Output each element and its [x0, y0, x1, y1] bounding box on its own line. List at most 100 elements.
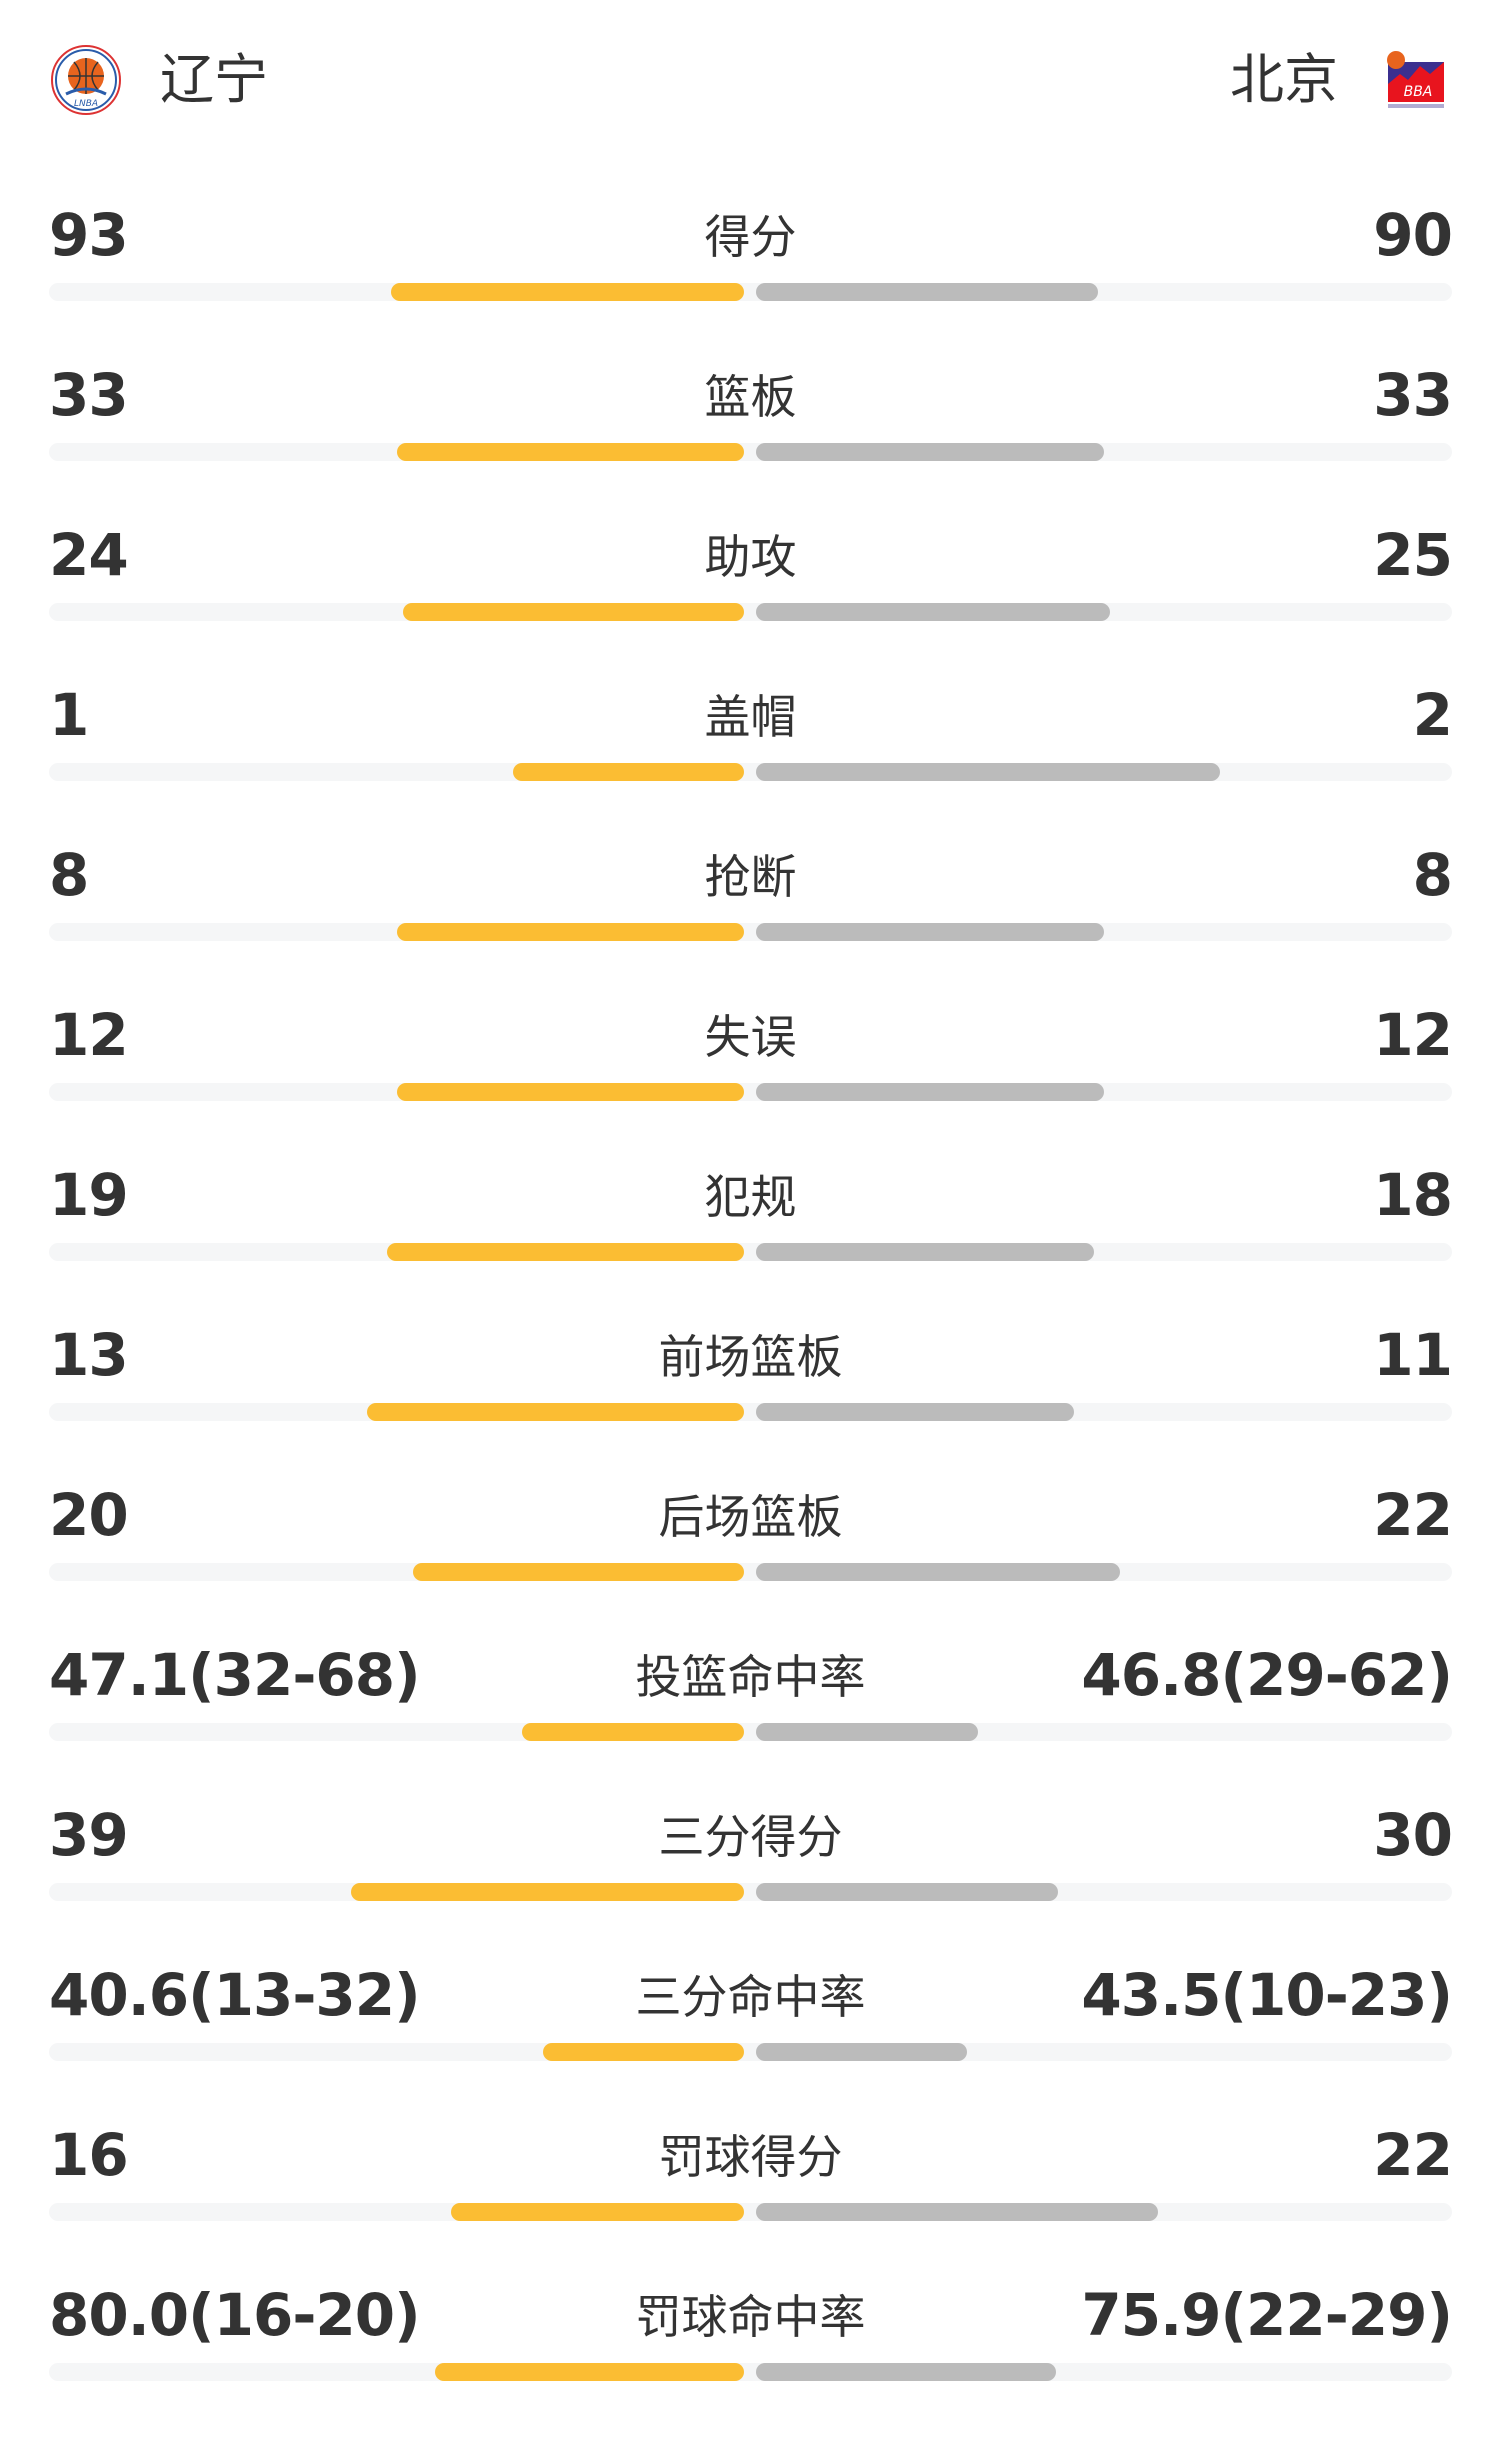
home-stat-bar	[435, 2363, 744, 2381]
stat-row: 1 盖帽 2	[49, 680, 1453, 840]
stat-label: 得分	[704, 210, 797, 264]
home-stat-bar	[512, 763, 744, 781]
home-value: 1	[49, 681, 89, 749]
away-stat-bar	[756, 923, 1104, 941]
home-stat-bar	[396, 923, 744, 941]
team-header: LNBA 辽宁 北京 BBA	[0, 0, 1500, 160]
stat-label: 盖帽	[704, 690, 797, 744]
home-stat-bar	[351, 1883, 744, 1901]
stat-label: 篮板	[704, 370, 797, 424]
home-value: 16	[49, 2121, 129, 2189]
away-stat-bar	[756, 1403, 1075, 1421]
home-value: 12	[49, 1001, 129, 1069]
away-stat-bar	[756, 1563, 1121, 1581]
home-stat-bar	[403, 603, 744, 621]
stat-row: 24 助攻 25	[49, 520, 1453, 680]
away-stat-bar	[756, 2043, 967, 2061]
stat-row: 47.1(32-68) 投篮命中率 46.8(29-62)	[49, 1640, 1453, 1800]
away-stat-bar	[756, 2203, 1159, 2221]
away-value: 8	[1412, 841, 1453, 909]
away-value: 90	[1373, 201, 1453, 269]
stat-row: 12 失误 12	[49, 1000, 1453, 1160]
svg-text:BBA: BBA	[1404, 84, 1433, 100]
stat-row: 19 犯规 18	[49, 1160, 1453, 1320]
stat-bar-track	[49, 2203, 1452, 2221]
away-value: 2	[1412, 681, 1453, 749]
home-stat-bar	[390, 283, 744, 301]
stat-row: 8 抢断 8	[49, 840, 1453, 1000]
home-value: 93	[49, 201, 129, 269]
liaoning-logo-icon: LNBA	[50, 44, 122, 116]
home-stat-bar	[521, 1723, 744, 1741]
home-stat-bar	[543, 2043, 744, 2061]
stat-bar-track	[49, 1883, 1452, 1901]
home-stat-bar	[386, 1243, 744, 1261]
home-team-name: 辽宁	[160, 48, 268, 111]
stat-label: 前场篮板	[658, 1330, 843, 1384]
stat-label: 罚球命中率	[635, 2290, 866, 2344]
away-team-name: 北京	[1230, 48, 1338, 111]
stat-bar-track	[49, 923, 1452, 941]
away-value: 11	[1373, 1321, 1453, 1389]
away-stat-bar	[756, 2363, 1056, 2381]
svg-text:LNBA: LNBA	[74, 99, 98, 109]
stat-bar-track	[49, 283, 1452, 301]
home-stat-bar	[396, 443, 744, 461]
home-value: 13	[49, 1321, 129, 1389]
stat-bar-track	[49, 1403, 1452, 1421]
stat-label: 投篮命中率	[635, 1650, 866, 1704]
away-stat-bar	[756, 603, 1111, 621]
away-value: 22	[1373, 1481, 1453, 1549]
stat-row: 16 罚球得分 22	[49, 2120, 1453, 2280]
home-value: 47.1(32-68)	[49, 1641, 421, 1709]
stat-bar-track	[49, 1723, 1452, 1741]
away-value: 75.9(22-29)	[1081, 2281, 1453, 2349]
stat-row: 80.0(16-20) 罚球命中率 75.9(22-29)	[49, 2280, 1453, 2440]
stat-label: 罚球得分	[658, 2130, 843, 2184]
home-value: 80.0(16-20)	[49, 2281, 421, 2349]
stat-label: 犯规	[704, 1170, 797, 1224]
stat-row: 20 后场篮板 22	[49, 1480, 1453, 1640]
stat-bar-track	[49, 1243, 1452, 1261]
away-value: 22	[1373, 2121, 1453, 2189]
home-value: 39	[49, 1801, 129, 1869]
home-value: 20	[49, 1481, 129, 1549]
stat-bar-track	[49, 2363, 1452, 2381]
stat-row: 13 前场篮板 11	[49, 1320, 1453, 1480]
away-value: 33	[1373, 361, 1453, 429]
home-stat-bar	[413, 1563, 744, 1581]
away-stat-bar	[756, 1723, 978, 1741]
away-stat-bar	[756, 443, 1104, 461]
stat-row: 33 篮板 33	[49, 360, 1453, 520]
away-value: 18	[1373, 1161, 1453, 1229]
away-value: 12	[1373, 1001, 1453, 1069]
stat-bar-track	[49, 2043, 1452, 2061]
stat-bar-track	[49, 1563, 1452, 1581]
home-stat-bar	[396, 1083, 744, 1101]
home-value: 33	[49, 361, 129, 429]
away-stat-bar	[756, 1883, 1059, 1901]
stat-label: 三分得分	[658, 1810, 843, 1864]
beijing-logo-icon: BBA	[1380, 44, 1452, 116]
home-stat-bar	[367, 1403, 744, 1421]
home-value: 19	[49, 1161, 129, 1229]
away-stat-bar	[756, 1083, 1104, 1101]
stat-label: 失误	[704, 1010, 797, 1064]
home-stat-bar	[451, 2203, 744, 2221]
stat-bar-track	[49, 603, 1452, 621]
away-stat-bar	[756, 283, 1098, 301]
away-value: 25	[1373, 521, 1453, 589]
home-value: 8	[49, 841, 89, 909]
away-value: 43.5(10-23)	[1081, 1961, 1453, 2029]
away-value: 46.8(29-62)	[1081, 1641, 1453, 1709]
stat-label: 抢断	[704, 850, 797, 904]
stat-bar-track	[49, 763, 1452, 781]
stat-row: 40.6(13-32) 三分命中率 43.5(10-23)	[49, 1960, 1453, 2120]
away-stat-bar	[756, 1243, 1094, 1261]
home-value: 40.6(13-32)	[49, 1961, 421, 2029]
stat-label: 三分命中率	[635, 1970, 866, 2024]
stat-row: 93 得分 90	[49, 200, 1453, 360]
stat-row: 39 三分得分 30	[49, 1800, 1453, 1960]
stat-label: 助攻	[704, 530, 797, 584]
stat-bar-track	[49, 1083, 1452, 1101]
